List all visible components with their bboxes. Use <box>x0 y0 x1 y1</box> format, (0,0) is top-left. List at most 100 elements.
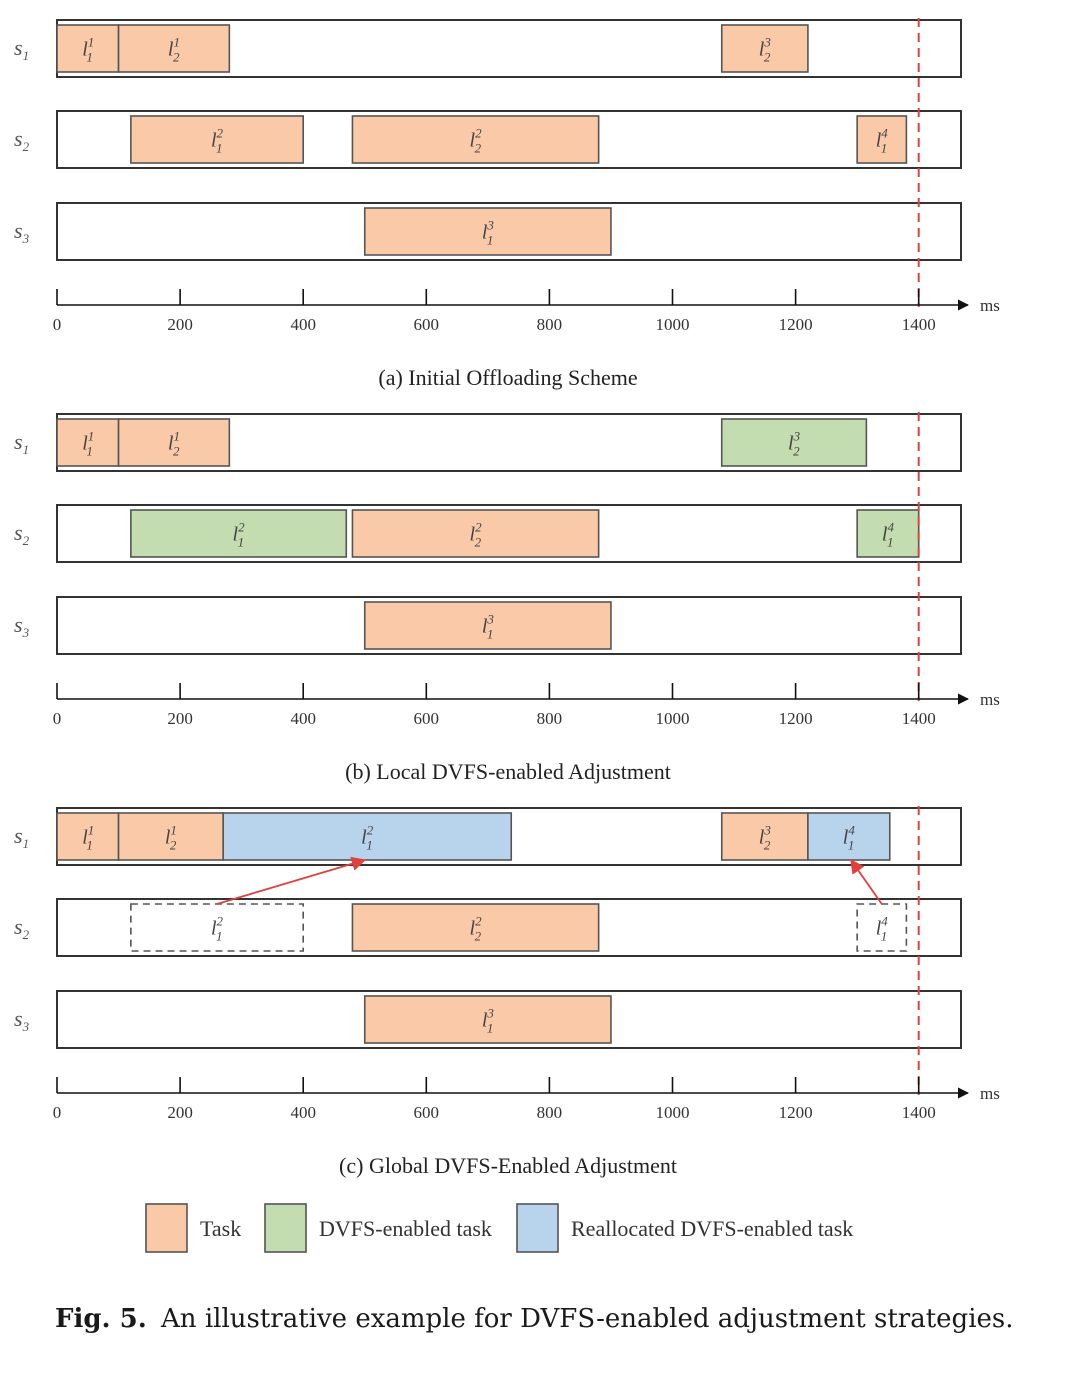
task-label: l4 1 <box>876 126 889 156</box>
server-label: s3 <box>14 218 30 246</box>
task-box-task <box>856 115 908 164</box>
figure-caption: Fig. 5. An illustrative example for DVFS… <box>55 1304 1014 1334</box>
panel-caption: (a) Initial Offloading Scheme <box>378 365 637 390</box>
task-box-dvfs <box>856 509 920 558</box>
axis-tick-label: 800 <box>537 1103 563 1122</box>
legend-swatch-task <box>145 1203 188 1253</box>
task-box-task <box>720 812 809 861</box>
server-label: s3 <box>14 612 30 640</box>
task-box-task <box>117 24 231 73</box>
axis-tick-label: 400 <box>290 1103 316 1122</box>
task-label: l1 1 <box>82 823 94 853</box>
reallocation-arrow <box>216 856 367 905</box>
panel-caption: (c) Global DVFS-Enabled Adjustment <box>339 1153 677 1178</box>
task-box-task <box>363 995 612 1044</box>
time-axis: 0 200 400 600 800 1000 1200 1400 ms <box>53 683 1000 728</box>
task-box-dvfs <box>130 509 348 558</box>
axis-tick-label: 400 <box>290 315 316 334</box>
task-box-realloc <box>222 812 513 861</box>
axis-tick-label: 1000 <box>656 709 690 728</box>
task-label: l4 1 <box>843 823 856 853</box>
legend-label: Task <box>200 1216 241 1241</box>
axis-tick-label: 1200 <box>779 1103 813 1122</box>
task-box-ghost <box>130 903 304 952</box>
axis-tick-label: 200 <box>167 315 193 334</box>
task-box-dvfs <box>720 418 868 467</box>
task-label: l3 2 <box>759 35 772 65</box>
axis-tick-label: 800 <box>537 709 563 728</box>
task-label: l1 1 <box>82 35 94 65</box>
axis-tick-label: 1000 <box>656 315 690 334</box>
task-label: l3 1 <box>482 218 495 248</box>
task-label: l4 1 <box>876 914 889 944</box>
task-label: l4 1 <box>882 520 895 550</box>
axis-tick-label: 0 <box>53 1103 62 1122</box>
panel-1: s1 s2 s3 l1 1 l1 2 l3 2 l2 1 l2 2 l4 1 l3 1 0 200 400 600 800… <box>14 18 1000 390</box>
reallocation-arrow <box>850 858 883 905</box>
panel-3: s1 s2 s3 l1 1 l1 2 l2 1 l3 2 l4 1 l2 1 l2 2 l4 1 l3 1 0 200 400… <box>14 806 1000 1178</box>
axis-tick-label: 600 <box>414 1103 440 1122</box>
axis-tick-label: 200 <box>167 1103 193 1122</box>
axis-tick-label: 1400 <box>902 709 936 728</box>
figure-number: Fig. 5. <box>55 1304 147 1334</box>
task-label: l2 2 <box>470 914 483 944</box>
task-label: l3 1 <box>482 612 495 642</box>
axis-tick-label: 1200 <box>779 315 813 334</box>
panel-caption: (b) Local DVFS-enabled Adjustment <box>345 759 671 784</box>
task-label: l2 1 <box>211 126 224 156</box>
figure-caption-text: An illustrative example for DVFS-enabled… <box>160 1304 1013 1334</box>
axis-tick-label: 400 <box>290 709 316 728</box>
axis-tick-label: 1000 <box>656 1103 690 1122</box>
task-box-task <box>351 115 600 164</box>
task-label: l3 1 <box>482 1006 495 1036</box>
task-label: l3 2 <box>759 823 772 853</box>
legend-swatch-realloc <box>516 1203 559 1253</box>
server-label: s3 <box>14 1006 30 1034</box>
task-label: l2 1 <box>211 914 224 944</box>
axis-tick-label: 1400 <box>902 1103 936 1122</box>
axis-tick-label: 600 <box>414 709 440 728</box>
server-label: s1 <box>14 35 29 63</box>
task-label: l1 2 <box>165 823 177 853</box>
panels: s1 s2 s3 l1 1 l1 2 l3 2 l2 1 l2 2 l4 1 l3 1 0 200 400 600 800… <box>14 18 1000 1178</box>
task-box-task <box>56 418 120 467</box>
axis-unit-label: ms <box>980 1084 1000 1103</box>
task-box-task <box>363 601 612 650</box>
legend: Task DVFS-enabled task Reallocated DVFS-en… <box>145 1203 853 1253</box>
server-label: s2 <box>14 520 30 548</box>
axis-tick-label: 800 <box>537 315 563 334</box>
axis-tick-label: 600 <box>414 315 440 334</box>
panel-2: s1 s2 s3 l1 1 l1 2 l3 2 l2 1 l2 2 l4 1 l3 1 0 200 400 600 800… <box>14 412 1000 784</box>
task-box-realloc <box>807 812 891 861</box>
task-box-task <box>720 24 809 73</box>
time-axis: 0 200 400 600 800 1000 1200 1400 ms <box>53 289 1000 334</box>
axis-unit-label: ms <box>980 690 1000 709</box>
task-label: l2 2 <box>470 520 483 550</box>
task-box-task <box>363 207 612 256</box>
axis-unit-label: ms <box>980 296 1000 315</box>
server-label: s1 <box>14 429 29 457</box>
task-box-task <box>130 115 304 164</box>
axis-tick-label: 0 <box>53 315 62 334</box>
legend-swatch-dvfs <box>264 1203 307 1253</box>
axis-tick-label: 1400 <box>902 315 936 334</box>
task-label: l2 1 <box>361 823 374 853</box>
axis-tick-label: 1200 <box>779 709 813 728</box>
task-box-ghost <box>856 903 908 952</box>
time-axis: 0 200 400 600 800 1000 1200 1400 ms <box>53 1077 1000 1122</box>
task-box-task <box>117 418 231 467</box>
server-label: s1 <box>14 823 29 851</box>
server-label: s2 <box>14 126 30 154</box>
task-label: l3 2 <box>788 429 801 459</box>
task-label: l1 2 <box>168 429 180 459</box>
task-label: l2 1 <box>233 520 246 550</box>
task-label: l1 2 <box>168 35 180 65</box>
server-label: s2 <box>14 914 30 942</box>
axis-tick-label: 0 <box>53 709 62 728</box>
task-label: l1 1 <box>82 429 94 459</box>
legend-label: DVFS-enabled task <box>319 1216 492 1241</box>
task-box-task <box>351 903 600 952</box>
legend-label: Reallocated DVFS-enabled task <box>571 1216 853 1241</box>
task-label: l2 2 <box>470 126 483 156</box>
